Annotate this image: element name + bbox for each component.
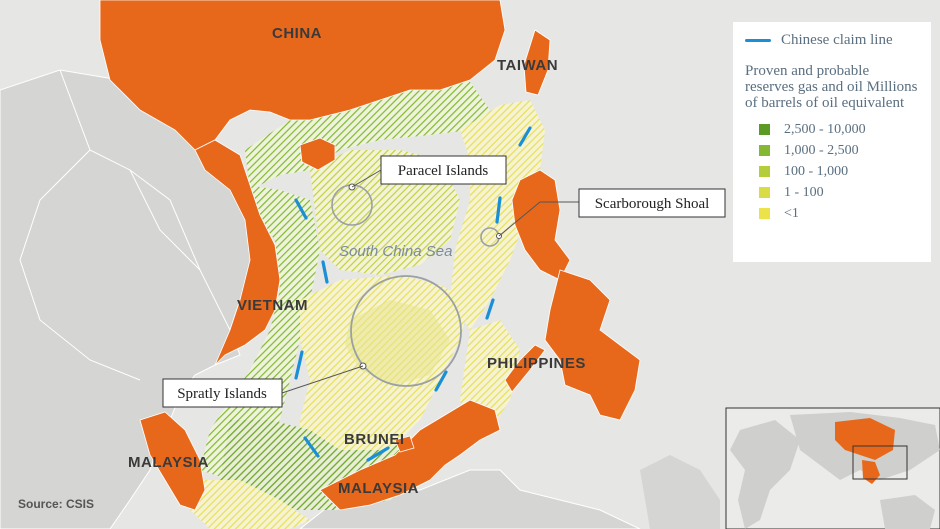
inset-map xyxy=(725,407,940,529)
legend-claim-label: Chinese claim line xyxy=(781,32,893,48)
land-taiwan xyxy=(523,29,551,96)
legend: Chinese claim line Proven and probable r… xyxy=(733,22,931,262)
source-text: Source: CSIS xyxy=(18,497,94,511)
legend-swatch xyxy=(759,145,770,156)
legend-swatch xyxy=(759,187,770,198)
country-borders xyxy=(19,69,231,381)
callout-scarborough-marker xyxy=(480,201,579,247)
land-sulawesi xyxy=(640,455,720,529)
callout-scarborough: Scarborough Shoal xyxy=(578,188,726,218)
label-taiwan: TAIWAN xyxy=(497,57,558,74)
legend-item: <1 xyxy=(745,203,921,224)
inset-landmass xyxy=(730,420,800,529)
land-china xyxy=(99,0,506,151)
inset-focus-box xyxy=(852,445,908,480)
label-malaysia-east: MALAYSIA xyxy=(338,480,419,497)
highlighted-countries xyxy=(99,0,641,511)
land-philippines-luzon xyxy=(511,169,571,281)
zone-spratly-core xyxy=(345,300,450,385)
legend-item-label: 2,500 - 10,000 xyxy=(784,121,866,137)
legend-items: 2,500 - 10,000 1,000 - 2,500 100 - 1,000 1 … xyxy=(745,119,921,224)
legend-item: 1,000 - 2,500 xyxy=(745,140,921,161)
callout-spratly: Spratly Islands xyxy=(162,378,283,408)
callout-paracel: Paracel Islands xyxy=(380,155,507,185)
inset-australia xyxy=(880,495,935,529)
zone-southwest xyxy=(190,480,310,529)
legend-claim-line: Chinese claim line xyxy=(745,32,921,49)
claim-line-swatch xyxy=(745,39,771,42)
legend-item-label: 1 - 100 xyxy=(784,184,824,200)
label-vietnam: VIETNAM xyxy=(237,297,308,314)
land-malaysia-west xyxy=(139,411,206,511)
legend-swatch xyxy=(759,208,770,219)
land-hainan xyxy=(299,137,336,171)
label-china: CHINA xyxy=(272,25,322,42)
callout-paracel-marker xyxy=(331,169,382,226)
callout-scarborough-text: Scarborough Shoal xyxy=(595,196,710,212)
callout-paracel-text: Paracel Islands xyxy=(398,163,489,179)
land-philippines-palawan xyxy=(504,344,546,393)
claim-line xyxy=(294,126,532,462)
land-brunei xyxy=(394,435,415,453)
callout-spratly-text: Spratly Islands xyxy=(177,386,267,402)
land-philippines-south xyxy=(544,269,641,421)
inset-sea-region xyxy=(862,460,880,484)
legend-swatch xyxy=(759,166,770,177)
label-malaysia-west: MALAYSIA xyxy=(128,454,209,471)
label-philippines: PHILIPPINES xyxy=(487,355,586,372)
land-vietnam xyxy=(194,139,281,366)
inset-china xyxy=(835,418,895,460)
callout-spratly-marker xyxy=(281,275,462,394)
label-brunei: BRUNEI xyxy=(344,431,405,448)
legend-swatch xyxy=(759,124,770,135)
label-sea: South China Sea xyxy=(339,243,452,260)
legend-item: 1 - 100 xyxy=(745,182,921,203)
legend-item-label: <1 xyxy=(784,205,799,221)
legend-item-label: 100 - 1,000 xyxy=(784,163,849,179)
legend-item: 2,500 - 10,000 xyxy=(745,119,921,140)
legend-item: 100 - 1,000 xyxy=(745,161,921,182)
legend-item-label: 1,000 - 2,500 xyxy=(784,142,859,158)
legend-title: Proven and probable reserves gas and oil… xyxy=(745,63,918,111)
